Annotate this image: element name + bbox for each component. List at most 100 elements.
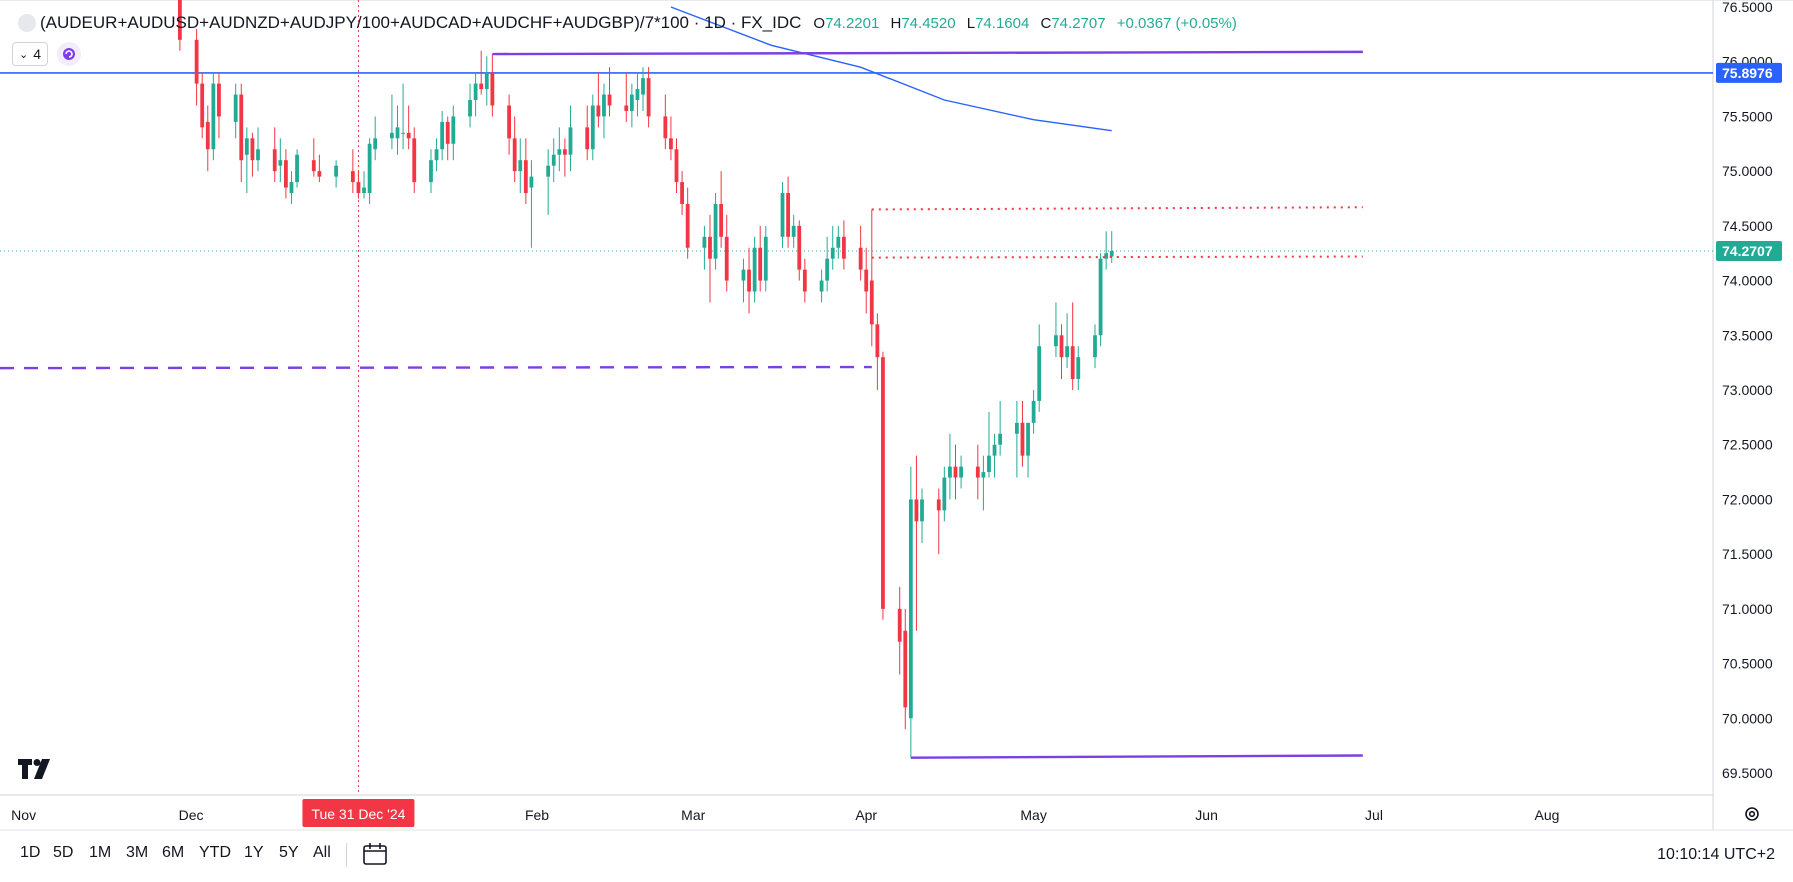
candle-body-2024-12-20: [295, 154, 299, 183]
candle-body-2025-04-23: [987, 455, 991, 473]
timeframe-1y-button[interactable]: 1Y: [244, 844, 264, 861]
candle-body-2024-12-16: [272, 149, 277, 172]
indicator-count: 4: [33, 46, 41, 62]
candle-body-2025-03-17: [780, 193, 785, 237]
candle-body-2025-01-17: [451, 116, 456, 144]
candle-body-2025-04-24: [992, 444, 997, 456]
bottom-toolbar: [0, 833, 1793, 882]
candle-body-2024-12-13: [256, 149, 260, 161]
timeframe-6m-button[interactable]: 6M: [162, 844, 185, 861]
candle-body-2025-05-07: [1065, 346, 1069, 358]
candle-body-2024-12-04: [205, 121, 210, 150]
crosshair-date-label: Tue 31 Dec '24: [311, 806, 405, 822]
symbol-title[interactable]: (AUDEUR+AUDUSD+AUDNZD+AUDJPY/100+AUDCAD+…: [40, 13, 802, 32]
candle-body-2025-03-13: [758, 247, 763, 281]
candle-body-2025-03-11: [747, 269, 751, 292]
timeframe-1d-button[interactable]: 1D: [20, 844, 41, 861]
candle-body-2025-01-08: [401, 132, 405, 134]
candle-body-2025-01-22: [479, 83, 484, 90]
candle-body-2024-12-06: [217, 83, 221, 117]
tradingview-logo-icon[interactable]: [18, 759, 56, 784]
candle-body-2025-02-12: [596, 105, 601, 117]
x-tick-label: Apr: [855, 807, 877, 823]
open-value: 74.2201: [825, 14, 880, 32]
calendar-icon[interactable]: [362, 842, 388, 871]
x-tick-label: May: [1020, 807, 1046, 823]
candle-body-2025-04-15: [942, 477, 947, 511]
candle-body-2024-12-23: [311, 160, 316, 172]
candle-body-2025-04-10: [914, 499, 919, 522]
candle-body-2025-01-27: [507, 105, 511, 139]
y-tick-label: 70.0000: [1722, 710, 1773, 726]
candle-body-2025-02-28: [685, 203, 690, 248]
candle-body-2024-12-03: [200, 83, 205, 128]
candle-body-2025-05-09: [1076, 357, 1081, 380]
timeframe-5d-button[interactable]: 5D: [53, 844, 74, 861]
candle-body-2025-02-13: [602, 94, 606, 117]
timeframe-5y-button[interactable]: 5Y: [279, 844, 299, 861]
candle-body-2025-01-31: [529, 176, 534, 188]
candle-body-2025-04-11: [920, 499, 924, 522]
price-label-bg: [1716, 62, 1782, 83]
candle-body-2025-05-05: [1054, 335, 1058, 347]
price-label: 74.2707: [1722, 243, 1773, 259]
candle-body-2025-02-17: [624, 105, 629, 111]
ohlc-values: O74.2201 H74.4520 L74.1604 C74.2707 +0.0…: [813, 15, 1243, 32]
candle-body-2025-01-13: [429, 160, 433, 183]
y-tick-label: 69.5000: [1722, 765, 1773, 781]
y-tick-label: 73.0000: [1722, 382, 1773, 398]
candle-body-2025-04-25: [998, 433, 1003, 445]
y-tick-label: 70.5000: [1722, 656, 1773, 672]
candle-body-2025-01-02: [367, 143, 372, 194]
clock-utc[interactable]: 10:10:14 UTC+2: [1657, 846, 1775, 863]
candle-body-2025-03-18: [786, 193, 790, 237]
candle-body-2025-02-21: [646, 78, 651, 117]
drawing-trendline-2: [910, 754, 1363, 759]
candle-body-2025-01-16: [445, 121, 450, 144]
close-label: C: [1040, 14, 1052, 32]
candle-body-2024-12-18: [284, 160, 288, 188]
timeframe-ytd-button[interactable]: YTD: [199, 844, 231, 861]
timeframe-1m-button[interactable]: 1M: [89, 844, 112, 861]
y-tick-label: 73.5000: [1722, 327, 1773, 343]
candle-body-2025-05-08: [1070, 346, 1075, 380]
candle-body-2025-02-05: [557, 149, 562, 155]
drawing-trendline-0: [492, 50, 1363, 56]
gear-icon[interactable]: [1742, 804, 1762, 829]
candle-body-2025-02-06: [563, 149, 567, 155]
timeframe-3m-button[interactable]: 3M: [126, 844, 149, 861]
drawing-trendline-4: [871, 255, 1363, 259]
candle-body-2025-03-12: [752, 247, 757, 292]
candle-body-2024-11-29: [177, 0, 182, 40]
timeframe-all-button[interactable]: All: [313, 844, 331, 861]
indicators-toggle-button[interactable]: ⌄ 4: [12, 42, 48, 66]
candle-body-2025-05-06: [1059, 335, 1064, 358]
candle-body-2025-03-19: [791, 225, 796, 237]
candle-body-2025-03-04: [708, 236, 712, 259]
candle-body-2025-03-06: [719, 203, 724, 237]
x-tick-label: Feb: [525, 807, 549, 823]
candle-body-2025-03-28: [842, 236, 846, 259]
candle-body-2024-12-17: [278, 160, 283, 166]
candle-body-2025-02-04: [551, 154, 556, 166]
refresh-icon[interactable]: [57, 42, 81, 66]
candle-body-2025-03-26: [830, 247, 835, 259]
open-label: O: [813, 14, 826, 32]
candle-body-2024-12-24: [317, 171, 322, 177]
chart-header: (AUDEUR+AUDUSD+AUDNZD+AUDJPY/100+AUDCAD+…: [18, 12, 1244, 34]
candle-body-2025-03-21: [802, 269, 807, 292]
candle-body-2025-01-15: [440, 121, 445, 150]
y-tick-label: 71.5000: [1722, 546, 1773, 562]
candle-body-2025-01-10: [412, 138, 417, 183]
x-tick-label: Jul: [1365, 807, 1383, 823]
candle-body-2025-05-12: [1093, 335, 1097, 358]
y-tick-label: 74.0000: [1722, 273, 1773, 289]
candle-body-2025-02-14: [607, 94, 612, 106]
candle-body-2024-12-02: [194, 39, 199, 84]
candle-body-2025-04-02: [869, 280, 874, 325]
candle-body-2025-02-25: [669, 138, 673, 150]
y-tick-label: 76.5000: [1722, 0, 1773, 15]
candle-body-2025-01-28: [512, 138, 517, 172]
candle-body-2025-02-19: [635, 89, 640, 101]
